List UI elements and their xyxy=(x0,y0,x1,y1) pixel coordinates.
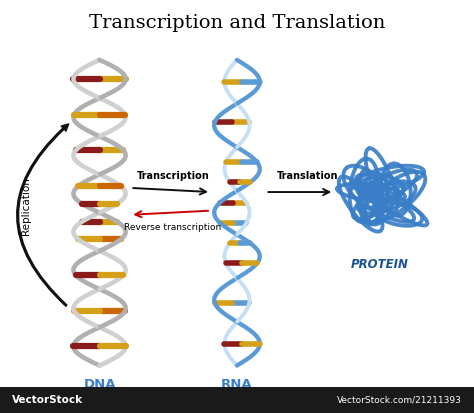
Text: Reverse transcription: Reverse transcription xyxy=(124,223,222,232)
Text: DNA: DNA xyxy=(83,378,116,392)
Text: PROTEIN: PROTEIN xyxy=(350,258,408,271)
Text: Transcription and Translation: Transcription and Translation xyxy=(89,14,385,33)
Bar xyxy=(0,387,474,413)
Text: Translation: Translation xyxy=(277,171,339,180)
Text: VectorStock.com/21211393: VectorStock.com/21211393 xyxy=(337,396,462,405)
FancyArrowPatch shape xyxy=(17,124,69,306)
Text: Replication: Replication xyxy=(21,178,31,235)
Text: VectorStock: VectorStock xyxy=(12,395,83,405)
Text: Transcription: Transcription xyxy=(137,171,210,180)
Text: RNA: RNA xyxy=(221,378,253,392)
